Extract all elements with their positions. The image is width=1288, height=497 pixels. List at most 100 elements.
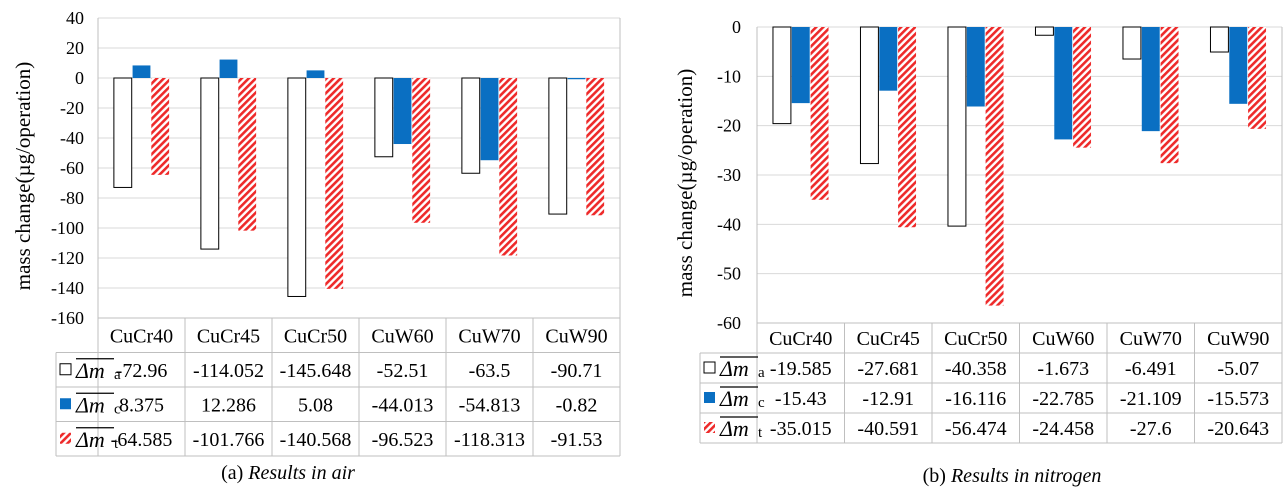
- data-value-cell: 12.286: [201, 394, 256, 416]
- y-tick-label: 20: [66, 38, 84, 58]
- data-value-cell: -6.491: [1125, 358, 1177, 380]
- legend-key-solid: [60, 398, 71, 410]
- bar-outline-cuw90: [1209, 26, 1229, 53]
- data-value-cell: -145.648: [280, 360, 352, 382]
- bar-outline-cucr45: [859, 26, 879, 165]
- bar-outline-cucr50: [947, 26, 967, 227]
- caption-prefix: (a): [221, 462, 248, 484]
- category-label: CuW70: [458, 325, 520, 347]
- bar-hatch-cucr40: [151, 78, 170, 175]
- data-value-cell: -64.585: [111, 429, 173, 451]
- legend-key-outline: [59, 363, 72, 376]
- bar-hatch-cucr40: [810, 27, 829, 200]
- category-label: CuCr50: [944, 328, 1007, 350]
- data-value-cell: -1.673: [1037, 358, 1089, 380]
- bar-outline-cuw70: [1122, 26, 1142, 60]
- legend-series-name: Δm: [75, 427, 105, 452]
- data-value-cell: -15.43: [775, 388, 827, 410]
- y-axis-title: mass change(µg/operation): [11, 62, 35, 290]
- category-label: CuW90: [545, 325, 607, 347]
- legend-series-name: Δm: [75, 392, 105, 417]
- figure-caption: (b) Results in nitrogen: [923, 465, 1102, 487]
- legend-key-solid: [704, 392, 715, 403]
- bar-hatch-cuw90: [1248, 27, 1267, 129]
- y-tick-label: -120: [51, 248, 84, 268]
- data-value-cell: -40.591: [857, 418, 919, 440]
- y-tick-label: -20: [60, 98, 84, 118]
- category-label: CuW60: [371, 325, 433, 347]
- category-label: CuCr45: [857, 328, 920, 350]
- y-tick-label: 40: [66, 8, 84, 28]
- y-tick-label: -30: [717, 165, 741, 185]
- legend-series-name: Δm: [719, 386, 749, 411]
- data-value-cell: -114.052: [193, 360, 264, 382]
- figure-caption: (a) Results in air: [221, 462, 355, 484]
- data-value-cell: -22.785: [1032, 388, 1094, 410]
- y-tick-label: 0: [732, 17, 741, 37]
- legend-key-outline: [703, 361, 716, 374]
- bar-solid-cuw60: [1054, 27, 1073, 140]
- legend-series-name: Δm: [719, 356, 749, 381]
- y-tick-label: -20: [717, 116, 741, 136]
- bar-solid-cuw90: [567, 78, 586, 80]
- chart-a: 40 20 0 -20 -40 -60 -80 -100 -120 -140 -160 mass ch…: [11, 8, 621, 484]
- bar-solid-cuw70: [480, 78, 499, 161]
- bar-solid-cucr50: [966, 27, 985, 107]
- bar-outline-cucr40: [772, 26, 792, 125]
- bar-hatch-cuw70: [499, 78, 518, 256]
- category-label: CuCr40: [110, 325, 173, 347]
- data-value-cell: -5.07: [1217, 358, 1259, 380]
- y-tick-label: -80: [60, 188, 84, 208]
- y-tick-label: -100: [51, 218, 84, 238]
- chart-b: 0 -10 -20 -30 -40 -50 -60 mass change(µg/operat…: [673, 17, 1283, 487]
- data-value-cell: -54.813: [459, 394, 521, 416]
- y-tick-label: -60: [60, 158, 84, 178]
- data-value-cell: -12.91: [862, 388, 914, 410]
- y-tick-label: -140: [51, 278, 84, 298]
- data-value-cell: -44.013: [372, 394, 434, 416]
- y-tick-label: -40: [60, 128, 84, 148]
- category-label: CuCr50: [284, 325, 347, 347]
- data-value-cell: 8.375: [119, 394, 164, 416]
- legend-series-subscript: a: [114, 367, 121, 383]
- caption-title: Results in nitrogen: [950, 465, 1101, 487]
- bar-hatch-cucr50: [985, 27, 1004, 306]
- data-value-cell: -52.51: [377, 360, 429, 382]
- caption-title: Results in air: [247, 462, 355, 484]
- data-value-cell: -56.474: [945, 418, 1007, 440]
- y-tick-label: -50: [717, 264, 741, 284]
- bar-outline-cuw60: [1034, 26, 1054, 36]
- y-axis-title: mass change(µg/operation): [673, 69, 697, 297]
- legend-series-subscript: t: [758, 425, 763, 441]
- data-value-cell: -0.82: [556, 394, 598, 416]
- bar-outline-cuw90: [548, 77, 568, 215]
- bar-solid-cuw70: [1141, 27, 1160, 132]
- legend-series-subscript: c: [114, 401, 121, 417]
- legend-key-hatch: [60, 432, 71, 444]
- data-value-cell: -63.5: [469, 360, 511, 382]
- data-value-cell: -91.53: [551, 429, 603, 451]
- legend-series-name: Δm: [719, 416, 749, 441]
- legend-series-name: Δm: [75, 358, 105, 383]
- category-label: CuCr40: [769, 328, 832, 350]
- bar-solid-cucr40: [791, 27, 810, 104]
- bar-hatch-cuw90: [586, 78, 605, 216]
- bar-solid-cucr40: [132, 65, 151, 78]
- y-tick-label: -160: [51, 308, 84, 328]
- data-value-cell: -35.015: [770, 418, 832, 440]
- data-value-cell: -96.523: [372, 429, 434, 451]
- category-label: CuW70: [1120, 328, 1182, 350]
- data-value-cell: -40.358: [945, 358, 1007, 380]
- data-value-cell: 5.08: [298, 394, 333, 416]
- bar-solid-cuw60: [393, 78, 412, 145]
- caption-prefix: (b): [923, 465, 951, 487]
- y-tick-label: -40: [717, 214, 741, 234]
- data-value-cell: -20.643: [1207, 418, 1269, 440]
- bar-solid-cucr45: [219, 59, 238, 78]
- category-label: CuW90: [1207, 328, 1269, 350]
- y-tick-label: 0: [75, 68, 84, 88]
- data-value-cell: -72.96: [116, 360, 168, 382]
- bar-hatch-cucr45: [238, 78, 257, 231]
- bar-outline-cucr45: [200, 77, 220, 250]
